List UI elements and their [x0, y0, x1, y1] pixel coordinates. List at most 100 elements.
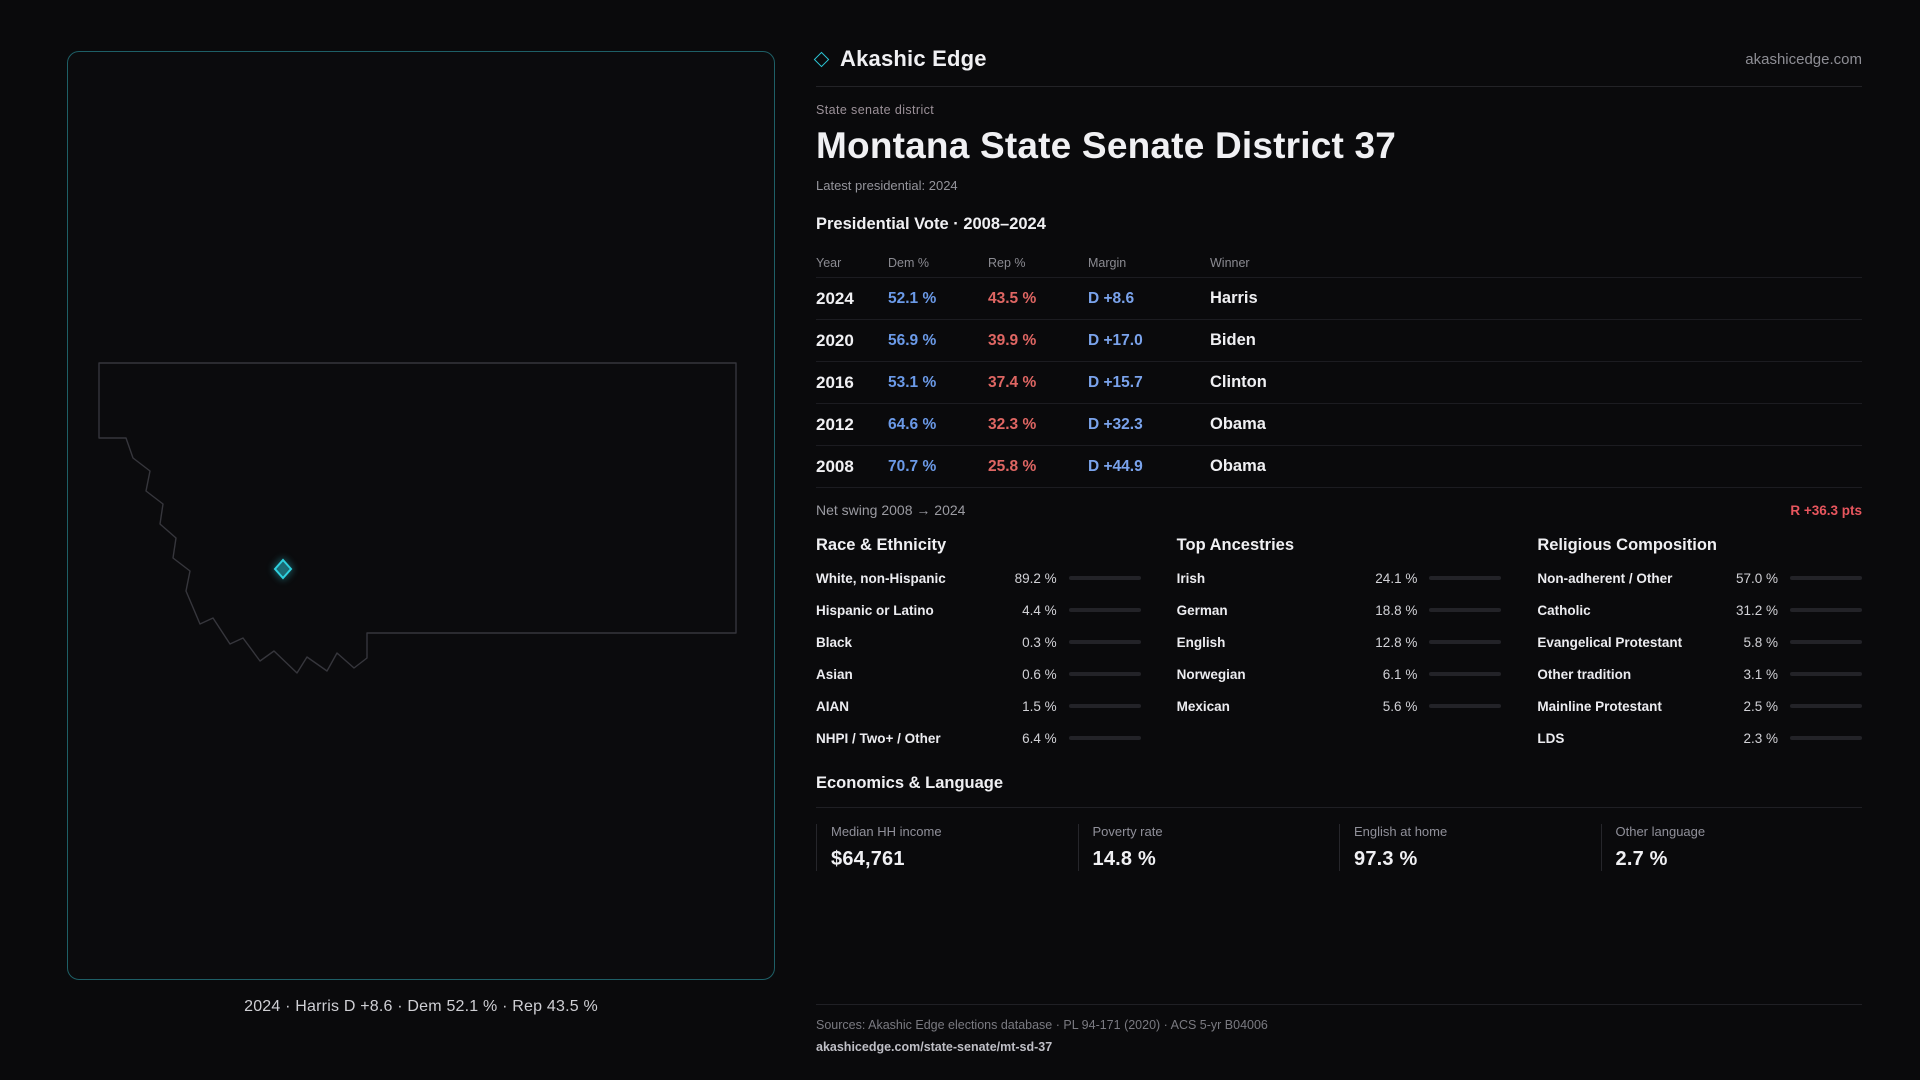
list-item: Other tradition 3.1 %	[1537, 658, 1862, 690]
vote-year: 2020	[816, 330, 854, 350]
stat-value: 2.5 %	[1743, 698, 1778, 714]
stat-value: 5.6 %	[1382, 698, 1418, 714]
col-margin: Margin	[1088, 255, 1127, 270]
stat-bar	[1068, 576, 1141, 580]
header-divider	[816, 86, 1862, 87]
stat-value: 2.3 %	[1743, 730, 1778, 746]
vote-winner: Obama	[1210, 415, 1266, 433]
table-row: 2024 52.1 % 43.5 % D +8.6 Harris	[816, 278, 1862, 320]
map-panel	[67, 51, 775, 980]
table-row: 2020 56.9 % 39.9 % D +17.0 Biden	[816, 320, 1862, 362]
stat-label: Black	[816, 634, 853, 650]
stat-card: Other language 2.7 %	[1600, 824, 1863, 871]
vote-winner: Clinton	[1210, 373, 1267, 391]
vote-rep: 32.3 %	[988, 415, 1037, 433]
net-swing-row: Net swing 2008 → 2024 R +36.3 pts	[816, 502, 1862, 518]
list-item: Black 0.3 %	[816, 626, 1141, 658]
stat-card-label: Poverty rate	[1092, 824, 1163, 839]
list-item: LDS 2.3 %	[1537, 722, 1862, 754]
list-item: Evangelical Protestant 5.8 %	[1537, 626, 1862, 658]
list-item: Catholic 31.2 %	[1537, 594, 1862, 626]
table-row: 2008 70.7 % 25.8 % D +44.9 Obama	[816, 446, 1862, 488]
stat-label: Norwegian	[1176, 666, 1246, 682]
stat-bar	[1068, 736, 1141, 740]
stat-bar	[1068, 640, 1141, 644]
stat-bar	[1429, 672, 1502, 676]
district-kicker: State senate district	[816, 103, 935, 117]
stat-label: LDS	[1537, 730, 1565, 746]
stat-value: 31.2 %	[1735, 602, 1778, 618]
col-year: Year	[816, 255, 842, 270]
stat-card-label: Other language	[1615, 824, 1706, 839]
net-swing-label: Net swing 2008 → 2024	[816, 502, 966, 518]
list-item: AIAN 1.5 %	[816, 690, 1141, 722]
list-item: Asian 0.6 %	[816, 658, 1141, 690]
stat-label: Non-adherent / Other	[1537, 570, 1673, 586]
stat-label: NHPI / Two+ / Other	[816, 730, 941, 746]
vote-winner: Obama	[1210, 457, 1266, 475]
map-caption: 2024 · Harris D +8.6 · Dem 52.1 % · Rep …	[244, 998, 598, 1015]
list-item: Non-adherent / Other 57.0 %	[1537, 562, 1862, 594]
demographics-grid: Race & Ethnicity White, non-Hispanic 89.…	[816, 536, 1862, 754]
ancestries-title: Top Ancestries	[1176, 536, 1295, 554]
vote-dem: 56.9 %	[888, 331, 937, 349]
stat-value: 57.0 %	[1735, 570, 1778, 586]
list-item: NHPI / Two+ / Other 6.4 %	[816, 722, 1141, 754]
stat-value: 6.4 %	[1022, 730, 1057, 746]
footer: Sources: Akashic Edge elections database…	[816, 1004, 1862, 1056]
vote-year: 2012	[816, 414, 854, 434]
stat-bar	[1429, 608, 1502, 612]
stat-label: Other tradition	[1537, 666, 1632, 682]
brand-header: Akashic Edge akashicedge.com	[813, 40, 1862, 86]
stat-value: 89.2 %	[1014, 570, 1057, 586]
stat-bar	[1789, 704, 1862, 708]
montana-map	[98, 362, 737, 674]
stat-bar	[1789, 608, 1862, 612]
stat-card-value: 97.3 %	[1354, 848, 1418, 870]
vote-margin: D +32.3	[1088, 415, 1143, 433]
vote-margin: D +8.6	[1088, 289, 1135, 307]
permalink-link[interactable]: akashicedge.com/state-senate/mt-sd-37	[816, 1040, 1053, 1054]
stat-bar	[1789, 736, 1862, 740]
brand-domain-link[interactable]: akashicedge.com	[1745, 50, 1862, 68]
district-marker[interactable]	[273, 558, 293, 580]
race-ethnicity-column: Race & Ethnicity White, non-Hispanic 89.…	[816, 536, 1141, 754]
stat-value: 24.1 %	[1375, 570, 1418, 586]
vote-winner: Biden	[1210, 331, 1256, 349]
stat-bar	[1068, 672, 1141, 676]
list-item: German 18.8 %	[1177, 594, 1502, 626]
stat-label: Catholic	[1537, 602, 1591, 618]
vote-table: Year Dem % Rep % Margin Winner 2024 52.1…	[816, 248, 1862, 488]
stat-label: German	[1176, 602, 1228, 618]
stat-label: AIAN	[816, 698, 849, 714]
stat-bar	[1429, 640, 1502, 644]
vote-rep: 37.4 %	[988, 373, 1037, 391]
vote-year: 2008	[816, 456, 854, 476]
list-item: Mainline Protestant 2.5 %	[1537, 690, 1862, 722]
stat-value: 0.6 %	[1022, 666, 1057, 682]
stat-bar	[1429, 704, 1502, 708]
stat-label: Mainline Protestant	[1537, 698, 1662, 714]
list-item: Mexican 5.6 %	[1177, 690, 1502, 722]
list-item: White, non-Hispanic 89.2 %	[816, 562, 1141, 594]
stat-value: 5.8 %	[1743, 634, 1778, 650]
stat-value: 12.8 %	[1375, 634, 1418, 650]
economics-section-title: Economics & Language	[816, 774, 1004, 792]
stat-bar	[1789, 672, 1862, 676]
stat-card: English at home 97.3 %	[1339, 824, 1601, 871]
vote-margin: D +44.9	[1088, 457, 1143, 475]
vote-dem: 70.7 %	[888, 457, 937, 475]
table-row: 2016 53.1 % 37.4 % D +15.7 Clinton	[816, 362, 1862, 404]
stat-bar	[1789, 640, 1862, 644]
stat-card: Poverty rate 14.8 %	[1077, 824, 1340, 871]
stat-label: Asian	[816, 666, 853, 682]
ancestries-column: Top Ancestries Irish 24.1 % German 18.8 …	[1177, 536, 1502, 754]
stat-value: 4.4 %	[1022, 602, 1057, 618]
stat-label: Mexican	[1176, 698, 1230, 714]
list-item: Irish 24.1 %	[1177, 562, 1502, 594]
stat-value: 0.3 %	[1022, 634, 1057, 650]
page-title: Montana State Senate District 37	[816, 125, 1397, 166]
stat-value: 3.1 %	[1743, 666, 1778, 682]
col-rep: Rep %	[988, 255, 1026, 270]
vote-margin: D +15.7	[1088, 373, 1143, 391]
